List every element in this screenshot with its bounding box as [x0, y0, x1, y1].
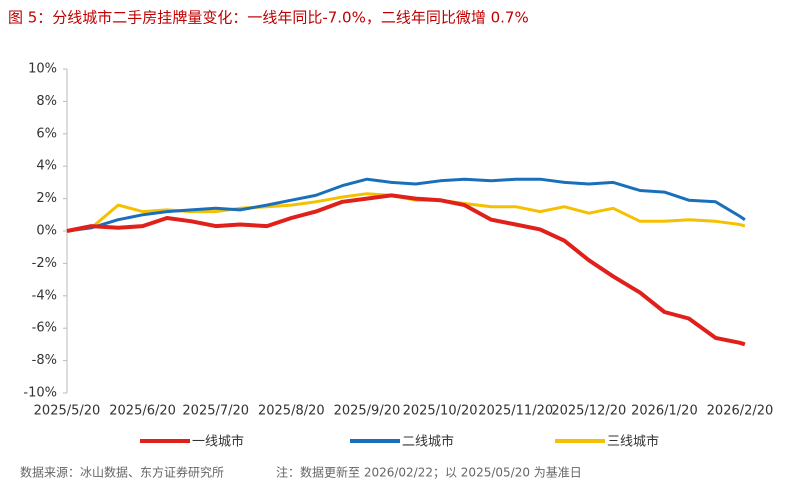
legend-label: 二线城市 [402, 434, 454, 450]
x-tick-label: 2025/7/20 [182, 404, 249, 419]
x-tick-label: 2025/12/20 [551, 404, 626, 419]
legend-label: 一线城市 [192, 434, 244, 450]
y-tick-label: -8% [32, 353, 57, 368]
source: 数据来源：冰山数据、东方证券研究所 [20, 465, 224, 480]
x-tick-label: 2025/11/20 [478, 404, 553, 419]
y-tick-label: 4% [36, 159, 57, 174]
legend-label: 三线城市 [607, 434, 659, 450]
y-tick-label: -6% [32, 321, 57, 336]
y-tick-label: 8% [36, 94, 57, 109]
x-tick-label: 2026/2/20 [707, 404, 774, 419]
x-tick-label: 2025/5/20 [34, 404, 101, 419]
y-tick-label: -4% [32, 288, 57, 303]
series-line [66, 177, 746, 233]
y-tick-label: 6% [36, 126, 57, 141]
x-tick-label: 2025/6/20 [109, 404, 176, 419]
y-tick-label: 10% [28, 62, 57, 77]
x-tick-label: 2026/1/20 [631, 404, 698, 419]
y-tick-label: -2% [32, 256, 57, 271]
x-tick-label: 2025/8/20 [258, 404, 325, 419]
note: 注：数据更新至 2026/02/22；以 2025/05/20 为基准日 [276, 465, 582, 480]
x-tick-label: 2025/10/20 [403, 404, 478, 419]
y-tick-label: 2% [36, 191, 57, 206]
chart-title: 图 5：分线城市二手房挂牌量变化：一线年同比-7.0%，二线年同比微增 0.7% [8, 9, 529, 27]
series-line [66, 193, 746, 347]
y-tick-label: -10% [23, 386, 57, 401]
x-tick-label: 2025/9/20 [334, 404, 401, 419]
y-tick-label: 0% [36, 224, 57, 239]
